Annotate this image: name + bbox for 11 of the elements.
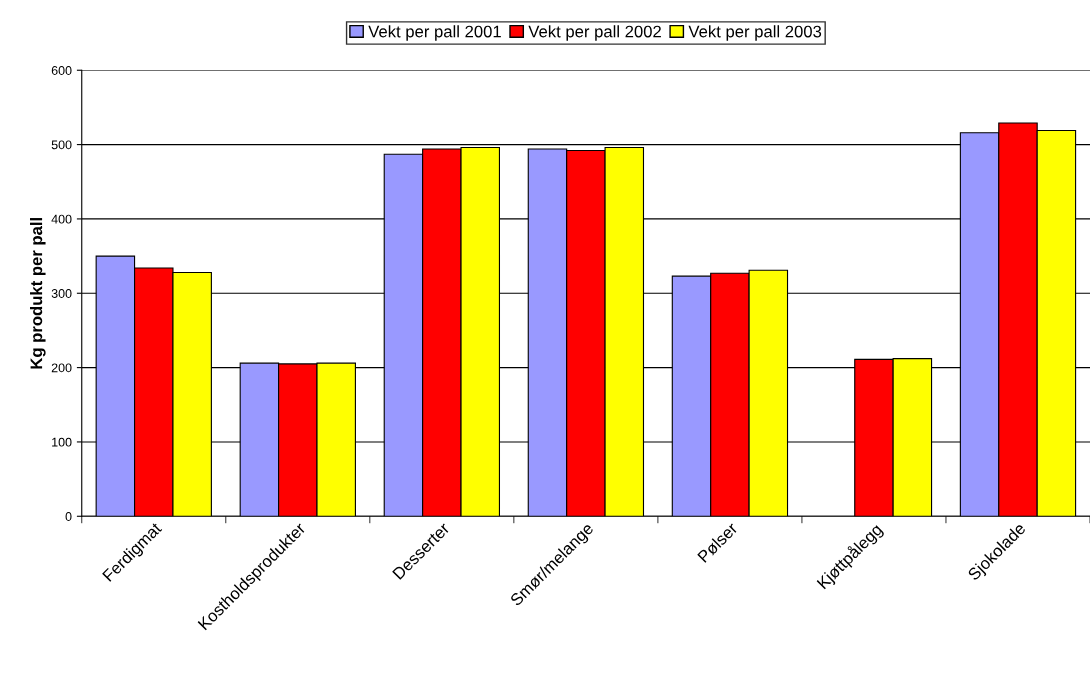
y-tick-label: 0 bbox=[65, 512, 72, 521]
y-tick-label: 200 bbox=[51, 363, 72, 373]
y-tick-label: 100 bbox=[52, 437, 72, 447]
legend-label: Vekt per pall 2003 bbox=[688, 25, 822, 41]
legend-label: Vekt per pall 2002 bbox=[528, 25, 661, 41]
y-tick-label: 400 bbox=[51, 214, 72, 224]
y-tick-label: 600 bbox=[51, 66, 72, 75]
y-tick-label: 500 bbox=[51, 140, 72, 150]
legend-label: Vekt per pall 2001 bbox=[368, 25, 501, 41]
y-axis-title: Kg produkt per pall bbox=[30, 218, 46, 369]
y-tick-label: 300 bbox=[51, 289, 72, 298]
